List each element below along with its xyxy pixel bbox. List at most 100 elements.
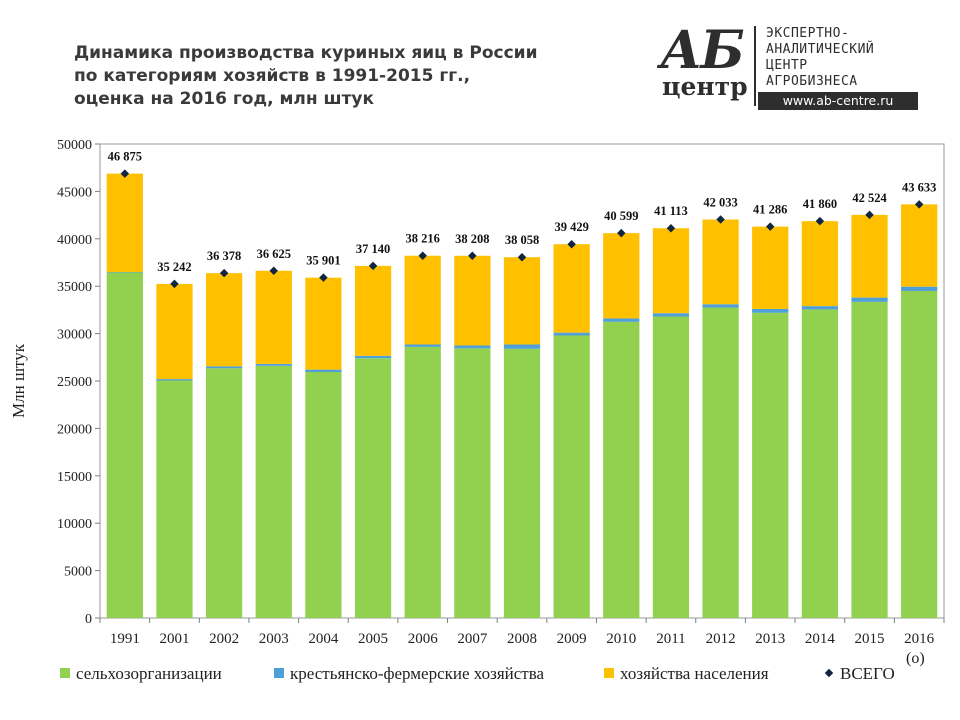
- total-marker-2001: [170, 279, 179, 289]
- bar-segment-2003-s1: [255, 363, 292, 366]
- total-label-2015: 42 524: [852, 191, 887, 205]
- bar-segment-2010-s2: [603, 233, 640, 319]
- total-label-2001: 35 242: [157, 260, 191, 274]
- y-tick-label: 45000: [57, 185, 92, 200]
- total-label-2014: 41 860: [803, 197, 837, 211]
- bar-segment-2014-s1: [801, 306, 839, 310]
- total-marker-2006: [418, 251, 427, 260]
- bar-segment-2010-s0: [603, 321, 640, 618]
- total-label-2008: 38 058: [505, 233, 539, 247]
- bar-segment-2002-s1: [205, 366, 243, 369]
- x-tick-label: 2012: [706, 631, 736, 647]
- bar-segment-2002-s0: [205, 368, 243, 618]
- bar-segment-2002-s2: [205, 273, 243, 367]
- x-tick-label: 2013: [755, 631, 785, 647]
- total-label-2003: 36 625: [257, 247, 291, 261]
- logo-text: ЭКСПЕРТНО- АНАЛИТИЧЕСКИЙ ЦЕНТР АГРОБИЗНЕ…: [766, 26, 875, 89]
- bar-segment-2014-s2: [801, 221, 839, 307]
- bar-segment-2015-s0: [851, 301, 888, 618]
- bar-segment-2012-s2: [702, 219, 739, 305]
- bar-segment-2004-s1: [305, 369, 342, 372]
- y-axis-title: Млн штук: [9, 343, 28, 418]
- bar-segment-1991-s0: [106, 272, 143, 618]
- total-label-2016: 43 633: [902, 180, 936, 194]
- legend-label-total: ВСЕГО: [840, 664, 895, 683]
- total-marker-1991: [120, 169, 130, 178]
- logo-ab: АБ: [660, 20, 745, 81]
- bar-segment-2008-s2: [503, 257, 541, 345]
- total-marker-2003: [269, 266, 279, 276]
- x-tick-label: 2005: [358, 631, 388, 647]
- y-tick-label: 35000: [57, 280, 92, 295]
- bar-segment-2001-s2: [156, 283, 193, 380]
- legend-item-household: хозяйства населения: [604, 664, 769, 684]
- bar-segment-2015-s2: [851, 214, 888, 298]
- bar-segment-2011-s0: [652, 316, 690, 618]
- bar-segment-2011-s2: [652, 228, 690, 314]
- bar-segment-2007-s0: [454, 348, 491, 618]
- y-tick-label: 0: [85, 612, 92, 627]
- total-label-2011: 41 113: [654, 204, 688, 218]
- total-label-2013: 41 286: [753, 203, 787, 217]
- x-tick-label: 2009: [557, 631, 587, 647]
- x-tick-label: 1991: [110, 631, 140, 647]
- y-tick-label: 5000: [64, 565, 92, 580]
- bar-segment-2001-s0: [156, 380, 193, 618]
- bar-segment-2012-s1: [702, 304, 739, 308]
- bar-segment-2004-s0: [305, 371, 342, 618]
- bar-segment-2016-s0: [901, 290, 938, 618]
- x-tick-label: 2007: [457, 631, 488, 647]
- legend: сельхозорганизации крестьянско-фермерски…: [44, 664, 944, 690]
- bar-segment-2015-s1: [851, 297, 888, 302]
- bar-segment-2013-s0: [752, 312, 789, 618]
- y-tick-label: 20000: [57, 422, 92, 437]
- x-tick-label: 2003: [259, 631, 289, 647]
- ab-centre-logo: АБ центр ЭКСПЕРТНО- АНАЛИТИЧЕСКИЙ ЦЕНТР …: [658, 20, 928, 112]
- bar-segment-2007-s2: [454, 255, 491, 346]
- bar-segment-2010-s1: [603, 318, 640, 322]
- logo-url: www.ab-centre.ru: [758, 92, 918, 110]
- bar-segment-2001-s1: [156, 379, 193, 381]
- bar-segment-2006-s2: [404, 255, 441, 345]
- x-tick-label: 2016: [904, 631, 935, 647]
- total-label-1991: 46 875: [108, 150, 142, 164]
- bar-segment-1991-s2: [106, 173, 143, 272]
- bar-segment-2005-s2: [354, 265, 392, 356]
- legend-label-farm: крестьянско-фермерские хозяйства: [290, 664, 545, 683]
- legend-item-agro: сельхозорганизации: [60, 664, 222, 684]
- bar-segment-2006-s1: [404, 344, 441, 347]
- total-label-2007: 38 208: [455, 232, 489, 246]
- y-tick-label: 10000: [57, 517, 92, 532]
- total-marker-2005: [368, 261, 378, 271]
- legend-swatch-farm: [274, 668, 284, 678]
- x-tick-label: 2015: [855, 631, 885, 647]
- legend-label-agro: сельхозорганизации: [76, 664, 222, 683]
- total-label-2006: 38 216: [406, 232, 440, 246]
- bar-segment-2005-s0: [354, 358, 392, 618]
- bar-segment-2013-s1: [752, 308, 789, 313]
- bar-segment-2009-s2: [553, 244, 590, 333]
- x-tick-label: 2010: [606, 631, 636, 647]
- total-label-2012: 42 033: [703, 196, 737, 210]
- logo-divider: [754, 26, 756, 106]
- x-tick-label: 2001: [159, 631, 189, 647]
- x-tick-label: 2014: [805, 631, 836, 647]
- bar-segment-2003-s0: [255, 365, 292, 618]
- legend-marker-total: [824, 668, 834, 678]
- x-tick-label: 2002: [209, 631, 239, 647]
- bar-segment-2014-s0: [801, 309, 839, 618]
- bar-segment-2009-s1: [553, 332, 590, 336]
- legend-item-total: ВСЕГО: [824, 664, 895, 684]
- y-tick-label: 25000: [57, 375, 92, 390]
- total-marker-2004: [319, 273, 328, 282]
- bar-segment-2005-s1: [354, 355, 392, 359]
- bar-segment-2013-s2: [752, 226, 789, 309]
- x-tick-label: 2011: [656, 631, 685, 647]
- logo-centr: центр: [662, 72, 748, 101]
- bar-segment-2016-s1: [901, 286, 938, 291]
- bar-segment-2008-s0: [503, 348, 541, 618]
- total-label-2002: 36 378: [207, 249, 241, 263]
- legend-item-farm: крестьянско-фермерские хозяйства: [274, 664, 544, 684]
- bar-segment-2012-s0: [702, 307, 739, 618]
